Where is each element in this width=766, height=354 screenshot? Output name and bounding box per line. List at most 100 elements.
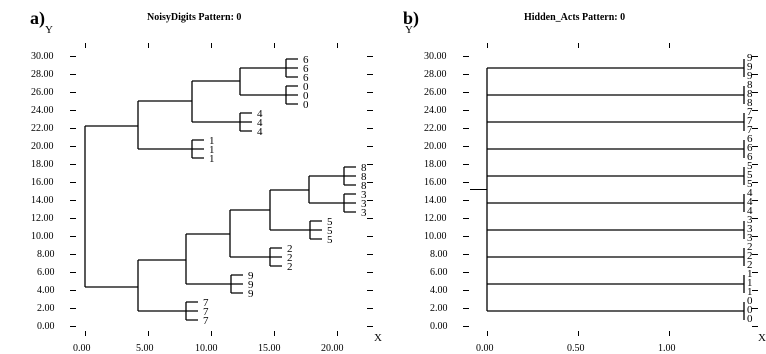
y-tick-label: 16.00 [31, 177, 54, 188]
y-tick-label: 30.00 [31, 51, 54, 62]
leaf-label: 0 [747, 295, 753, 307]
leaf-label: 1 [747, 277, 753, 289]
branch [487, 113, 745, 131]
x-tick-label: 5.00 [136, 343, 154, 354]
x-tick-label: 0.50 [567, 343, 585, 354]
leaf-label: 7 [747, 124, 753, 136]
branch [192, 112, 252, 132]
leaf-label: 7 [203, 306, 209, 318]
branch [138, 234, 187, 284]
y-tick-label: 24.00 [424, 105, 447, 116]
branch [309, 166, 356, 186]
leaf-label: 6 [303, 63, 309, 75]
y-tick-label: 12.00 [31, 213, 54, 224]
leaf-label: 0 [747, 304, 753, 316]
panel-a-y-axis-label: Y [45, 24, 53, 36]
panel-a-tick-marks [70, 43, 373, 336]
leaf-label: 9 [747, 70, 753, 82]
leaf-label: 3 [747, 232, 753, 244]
leaf-label: 3 [361, 207, 367, 219]
branch [487, 140, 745, 158]
y-tick-label: 16.00 [424, 177, 447, 188]
branch [270, 176, 310, 203]
y-tick-label: 20.00 [31, 141, 54, 152]
leaf-label: 9 [248, 279, 254, 291]
x-tick-label: 10.00 [195, 343, 218, 354]
y-tick-label: 2.00 [37, 303, 55, 314]
x-tick-label: 20.00 [321, 343, 344, 354]
y-tick-label: 22.00 [424, 123, 447, 134]
branch [487, 221, 745, 239]
panel-b-leaf-labels: 9 9 9 8 8 8 7 7 7 6 6 6 5 5 5 4 4 4 3 3 … [747, 52, 753, 325]
y-tick-label: 26.00 [424, 87, 447, 98]
leaf-label: 2 [287, 243, 293, 255]
leaf-label: 4 [257, 108, 263, 120]
panel-a-label: a) [30, 8, 45, 29]
panel-a-dendrogram [84, 58, 356, 321]
leaf-label: 9 [747, 61, 753, 73]
leaf-label: 5 [327, 216, 333, 228]
y-tick-label: 6.00 [37, 267, 55, 278]
branch [240, 85, 298, 105]
leaf-label: 2 [287, 261, 293, 273]
y-tick-label: 20.00 [424, 141, 447, 152]
panel-b-y-tick-labels: 0.00 2.00 4.00 6.00 8.00 10.00 12.00 14.… [424, 51, 448, 332]
leaf-label: 2 [287, 252, 293, 264]
y-tick-label: 8.00 [430, 249, 448, 260]
y-tick-label: 28.00 [424, 69, 447, 80]
panel-b-y-axis-label: Y [405, 24, 413, 36]
leaf-label: 6 [747, 133, 753, 145]
x-tick-label: 0.00 [73, 343, 91, 354]
y-tick-label: 8.00 [37, 249, 55, 260]
leaf-label: 7 [203, 315, 209, 327]
leaf-label: 1 [209, 135, 215, 147]
leaf-label: 1 [209, 144, 215, 156]
leaf-label: 6 [747, 151, 753, 163]
y-tick-label: 4.00 [430, 285, 448, 296]
panel-a-leaf-labels: 6 6 6 0 0 0 4 4 4 1 1 1 8 8 8 3 3 3 5 5 … [203, 54, 367, 327]
leaf-label: 2 [747, 259, 753, 271]
panel-b-x-tick-labels: 0.00 0.50 1.00 [476, 343, 676, 354]
y-tick-label: 2.00 [430, 303, 448, 314]
panel-b-dendrogram [486, 59, 745, 320]
branch [186, 274, 243, 294]
panel-a-y-tick-labels: 0.00 2.00 4.00 6.00 8.00 10.00 12.00 14.… [31, 51, 55, 332]
leaf-label: 9 [248, 270, 254, 282]
y-tick-label: 14.00 [424, 195, 447, 206]
leaf-label: 5 [327, 225, 333, 237]
leaf-label: 6 [303, 54, 309, 66]
x-tick-label: 1.00 [658, 343, 676, 354]
panel-a-title: NoisyDigits Pattern: 0 [147, 12, 241, 23]
branch [487, 167, 745, 185]
y-tick-label: 24.00 [31, 105, 54, 116]
x-tick-label: 0.00 [476, 343, 494, 354]
branch [85, 260, 139, 311]
leaf-label: 6 [303, 72, 309, 84]
leaf-label: 4 [747, 187, 753, 199]
leaf-label: 5 [747, 160, 753, 172]
leaf-label: 8 [361, 171, 367, 183]
leaf-label: 4 [257, 126, 263, 138]
leaf-label: 4 [747, 205, 753, 217]
leaf-label: 3 [747, 214, 753, 226]
branch [487, 248, 745, 266]
leaf-label: 3 [747, 223, 753, 235]
branch [270, 220, 322, 240]
leaf-label: 8 [747, 97, 753, 109]
branch [192, 68, 241, 95]
leaf-label: 1 [747, 268, 753, 280]
leaf-label: 4 [257, 117, 263, 129]
branch [230, 247, 282, 267]
leaf-label: 7 [747, 106, 753, 118]
y-tick-label: 4.00 [37, 285, 55, 296]
leaf-label: 7 [203, 297, 209, 309]
y-tick-label: 6.00 [430, 267, 448, 278]
leaf-label: 2 [747, 241, 753, 253]
leaf-label: 0 [747, 313, 753, 325]
y-tick-label: 14.00 [31, 195, 54, 206]
leaf-label: 9 [747, 52, 753, 64]
y-tick-label: 22.00 [31, 123, 54, 134]
branch [487, 302, 745, 320]
leaf-label: 6 [747, 142, 753, 154]
